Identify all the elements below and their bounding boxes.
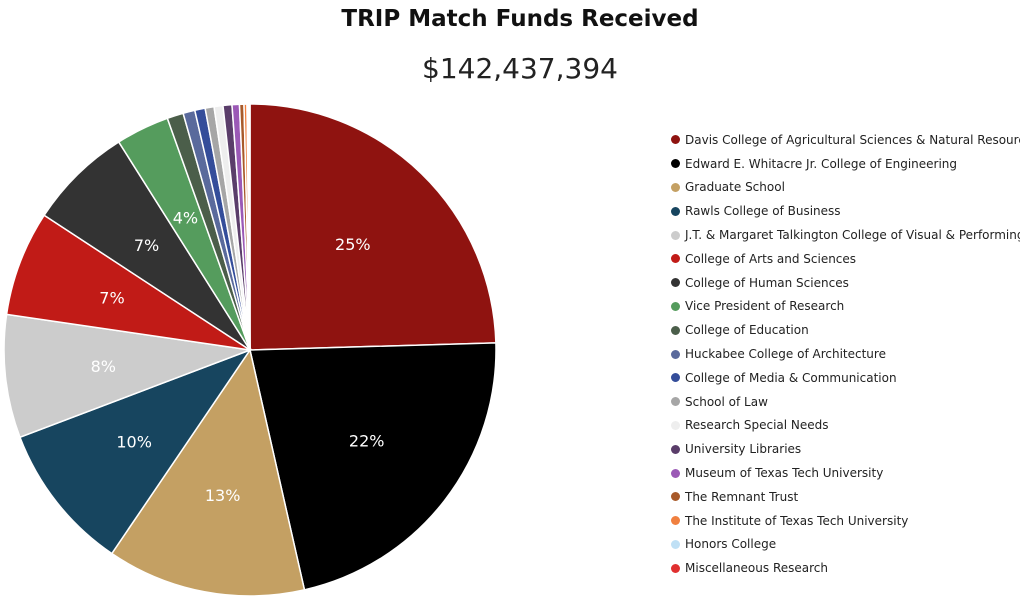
legend-marker bbox=[671, 516, 680, 526]
pie-slice-college-of-human-sciences[interactable] bbox=[43, 140, 251, 351]
pie-slice-miscellaneous-research[interactable] bbox=[247, 103, 251, 351]
legend-label: College of Media & Communication bbox=[685, 370, 897, 385]
total-amount: $142,437,394 bbox=[422, 52, 618, 85]
legend-marker bbox=[671, 159, 680, 169]
legend-marker bbox=[671, 563, 680, 573]
legend-marker bbox=[671, 539, 680, 549]
legend-label: College of Arts and Sciences bbox=[685, 251, 857, 266]
data-label-vice-president-of-research: 4% bbox=[173, 208, 198, 227]
pie-slice-edward-e-whitacre-jr-college-of-engineering[interactable] bbox=[249, 342, 497, 591]
legend-label: Edward E. Whitacre Jr. College of Engine… bbox=[685, 156, 958, 171]
pie-slice-college-of-arts-and-sciences[interactable] bbox=[5, 214, 251, 351]
legend: Davis College of Agricultural Sciences &… bbox=[671, 128, 1020, 580]
data-label-graduate-school: 13% bbox=[205, 486, 241, 505]
legend-label: Museum of Texas Tech University bbox=[685, 466, 884, 481]
legend-label: Davis College of Agricultural Sciences &… bbox=[685, 132, 1020, 147]
legend-label: Miscellaneous Research bbox=[685, 561, 828, 576]
legend-item-university-libraries[interactable]: University Libraries bbox=[671, 437, 1020, 461]
pie-chart: 25% 22% 13% 10% 8% 7% 7% 4% bbox=[3, 103, 497, 597]
legend-item-edward-e-whitacre-jr-college-of-engineering[interactable]: Edward E. Whitacre Jr. College of Engine… bbox=[671, 152, 1020, 176]
legend-item-the-institute-of-texas-tech-university[interactable]: The Institute of Texas Tech University bbox=[671, 509, 1020, 533]
pie-slice-rawls-college-of-business[interactable] bbox=[19, 348, 252, 555]
legend-item-college-of-education[interactable]: College of Education bbox=[671, 318, 1020, 342]
legend-item-the-remnant-trust[interactable]: The Remnant Trust bbox=[671, 485, 1020, 509]
legend-marker bbox=[671, 278, 680, 288]
legend-marker bbox=[671, 492, 680, 502]
legend-label: The Remnant Trust bbox=[685, 489, 799, 504]
legend-label: Graduate School bbox=[685, 180, 785, 195]
legend-marker bbox=[671, 301, 680, 311]
legend-item-vice-president-of-research[interactable]: Vice President of Research bbox=[671, 295, 1020, 319]
chart-title: TRIP Match Funds Received bbox=[341, 6, 699, 32]
data-label-rawls-college-of-business: 10% bbox=[116, 432, 152, 451]
legend-item-rawls-college-of-business[interactable]: Rawls College of Business bbox=[671, 199, 1020, 223]
data-label-davis-college-of-agricultural-sciences-natural-resources: 25% bbox=[335, 235, 371, 254]
data-label-edward-e-whitacre-jr-college-of-engineering: 22% bbox=[349, 431, 385, 450]
legend-marker bbox=[671, 230, 680, 240]
legend-label: College of Education bbox=[685, 323, 809, 338]
legend-label: Rawls College of Business bbox=[685, 204, 841, 219]
legend-marker bbox=[671, 349, 680, 359]
pie-slice-j-t-margaret-talkington-college-of-visual-performing-arts[interactable] bbox=[3, 313, 253, 439]
legend-item-college-of-arts-and-sciences[interactable]: College of Arts and Sciences bbox=[671, 247, 1020, 271]
legend-item-honors-college[interactable]: Honors College bbox=[671, 533, 1020, 557]
legend-marker bbox=[671, 206, 680, 216]
legend-label: University Libraries bbox=[685, 442, 802, 457]
legend-item-research-special-needs[interactable]: Research Special Needs bbox=[671, 414, 1020, 438]
legend-item-college-of-human-sciences[interactable]: College of Human Sciences bbox=[671, 271, 1020, 295]
data-label-college-of-arts-and-sciences: 7% bbox=[99, 289, 124, 308]
pie-slice-davis-college-of-agricultural-sciences-natural-resources[interactable] bbox=[249, 103, 497, 351]
legend-label: Huckabee College of Architecture bbox=[685, 347, 886, 362]
pie-slice-graduate-school[interactable] bbox=[110, 348, 306, 597]
legend-item-college-of-media-communication[interactable]: College of Media & Communication bbox=[671, 366, 1020, 390]
legend-item-graduate-school[interactable]: Graduate School bbox=[671, 176, 1020, 200]
legend-marker bbox=[671, 254, 680, 264]
legend-item-davis-college-of-agricultural-sciences-natural-resources[interactable]: Davis College of Agricultural Sciences &… bbox=[671, 128, 1020, 152]
legend-label: School of Law bbox=[685, 394, 768, 409]
legend-label: Honors College bbox=[685, 537, 777, 552]
legend-label: J.T. & Margaret Talkington College of Vi… bbox=[685, 228, 1020, 243]
legend-item-miscellaneous-research[interactable]: Miscellaneous Research bbox=[671, 556, 1020, 580]
legend-marker bbox=[671, 325, 680, 335]
legend-label: The Institute of Texas Tech University bbox=[685, 513, 909, 528]
legend-marker bbox=[671, 420, 680, 430]
legend-marker bbox=[671, 468, 680, 478]
legend-marker bbox=[671, 135, 680, 145]
legend-item-museum-of-texas-tech-university[interactable]: Museum of Texas Tech University bbox=[671, 461, 1020, 485]
data-label-college-of-human-sciences: 7% bbox=[134, 236, 159, 255]
legend-marker bbox=[671, 182, 680, 192]
legend-item-school-of-law[interactable]: School of Law bbox=[671, 390, 1020, 414]
legend-label: Vice President of Research bbox=[685, 299, 845, 314]
legend-label: College of Human Sciences bbox=[685, 275, 849, 290]
legend-item-j-t-margaret-talkington-college-of-visual-performing-arts[interactable]: J.T. & Margaret Talkington College of Vi… bbox=[671, 223, 1020, 247]
legend-marker bbox=[671, 444, 680, 454]
legend-marker bbox=[671, 397, 680, 407]
legend-item-huckabee-college-of-architecture[interactable]: Huckabee College of Architecture bbox=[671, 342, 1020, 366]
data-label-j-t-margaret-talkington-college-of-visual-performing-arts: 8% bbox=[91, 357, 116, 376]
legend-marker bbox=[671, 373, 680, 383]
legend-label: Research Special Needs bbox=[685, 418, 829, 433]
